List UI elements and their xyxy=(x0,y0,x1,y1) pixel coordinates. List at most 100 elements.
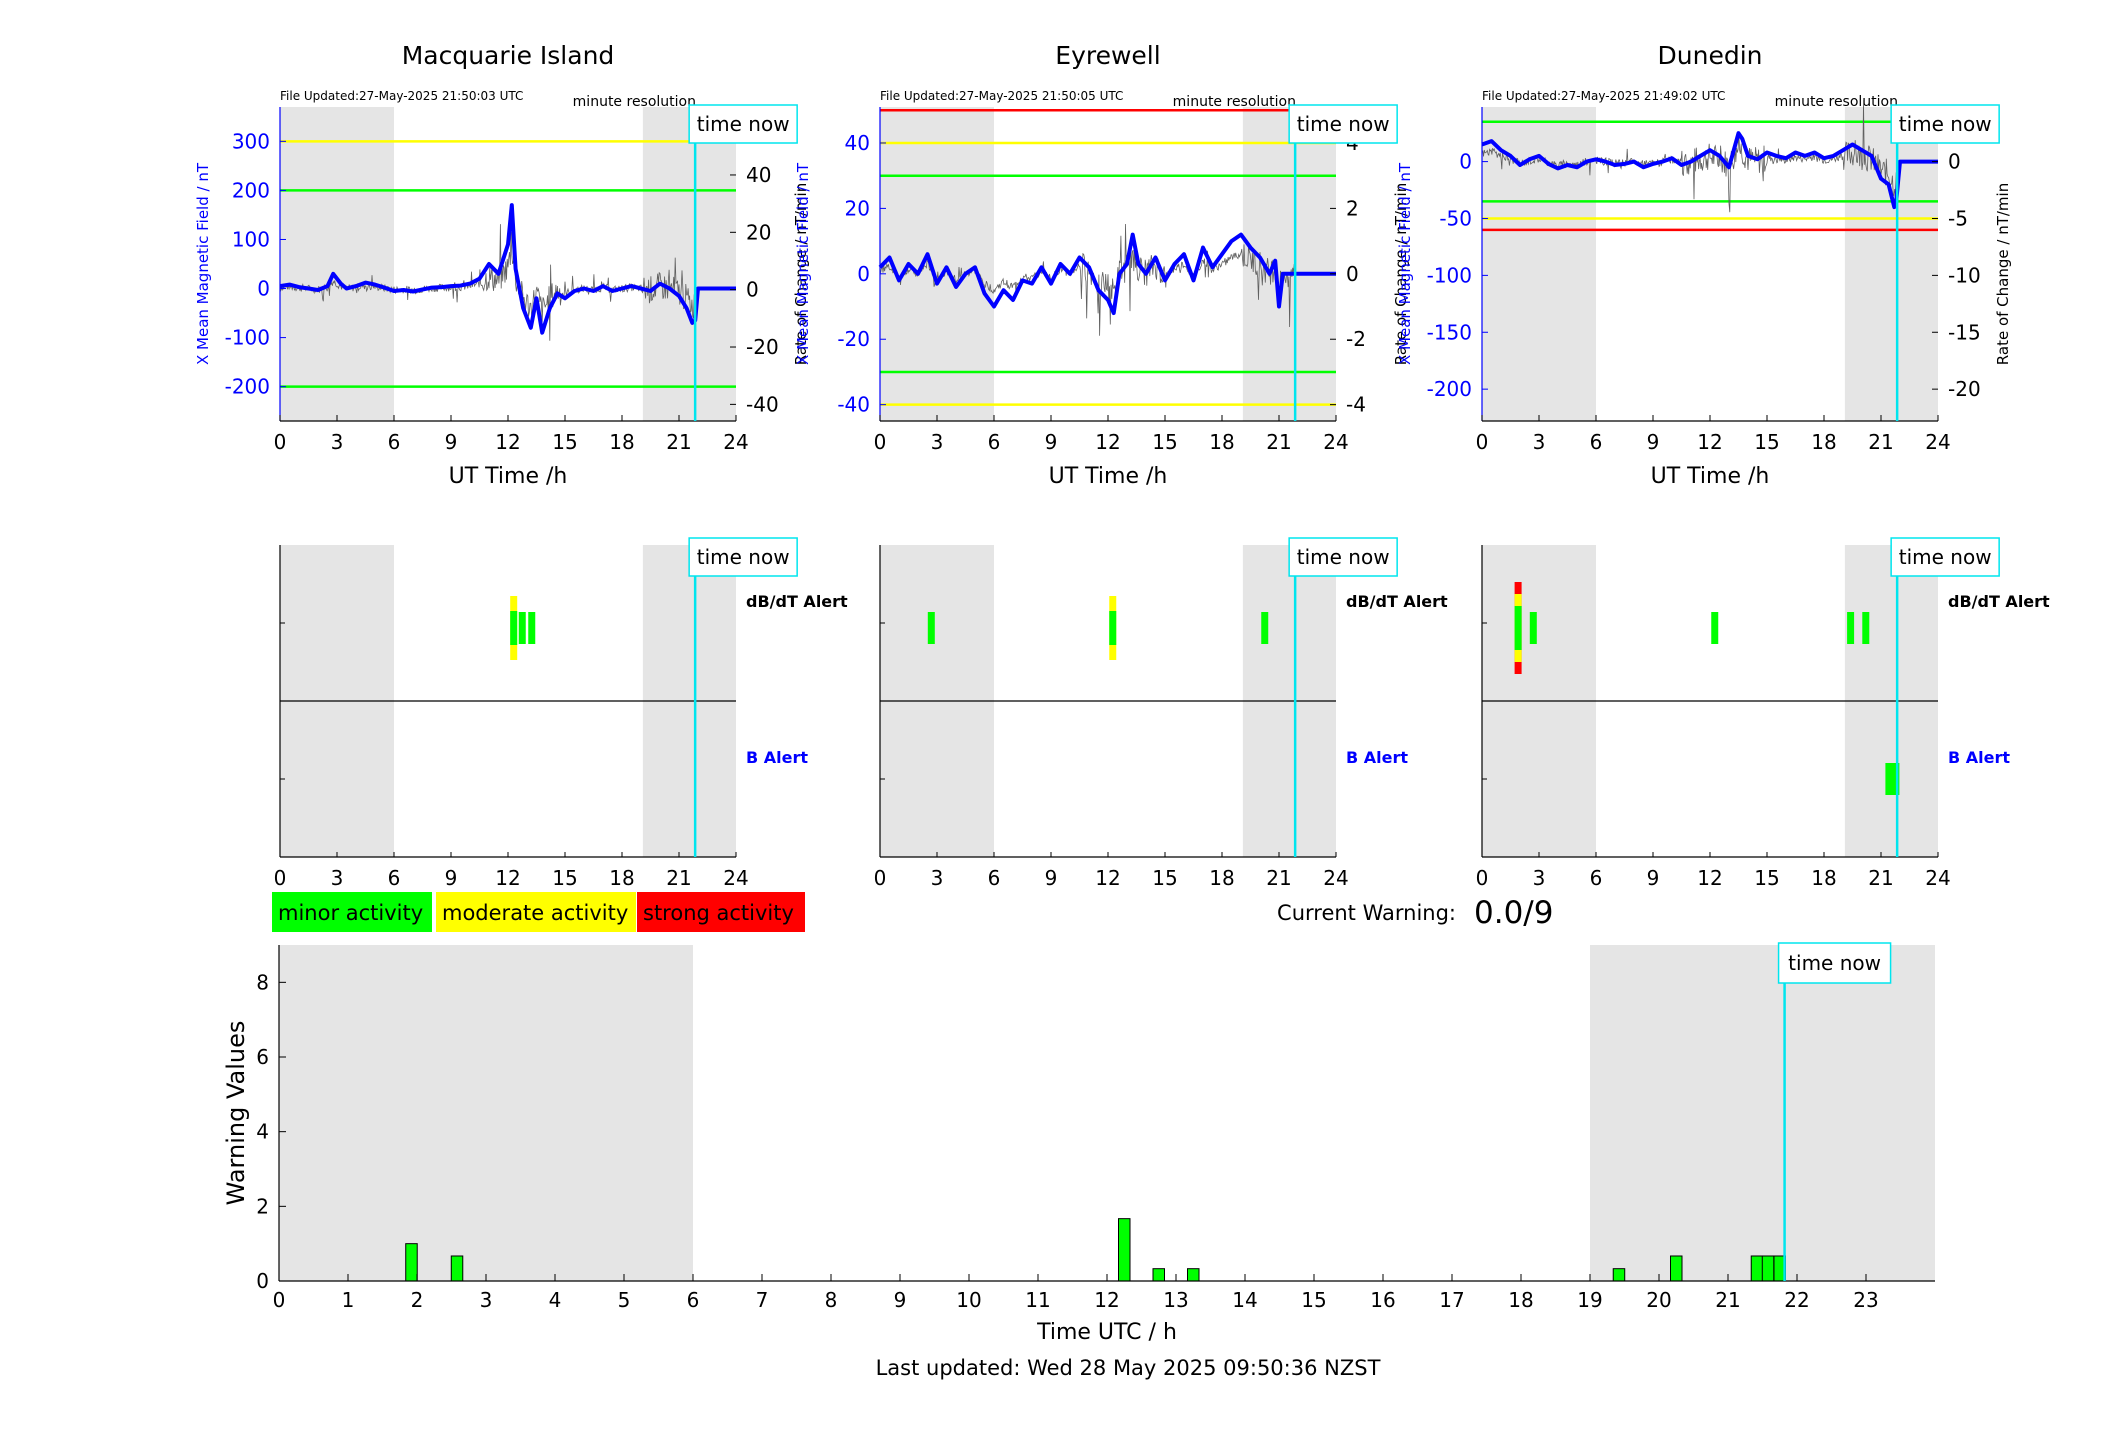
right-tick-label: 20 xyxy=(746,220,771,244)
alert-x-tick-label: 21 xyxy=(1266,866,1291,890)
alert-time-now-box xyxy=(1288,537,1398,577)
warning-bar-5 xyxy=(1612,1268,1626,1282)
x-tick-label: 6 xyxy=(1590,430,1603,454)
warning-x-tick-label: 23 xyxy=(1853,1288,1878,1312)
warning-x-tick-label: 6 xyxy=(687,1288,700,1312)
alert-x-tick-label: 6 xyxy=(388,866,401,890)
alert-x-tick-label: 0 xyxy=(1476,866,1489,890)
right-tick-label: -2 xyxy=(1346,327,1366,351)
alert-x-tick-label: 9 xyxy=(1647,866,1660,890)
night-shade-band xyxy=(880,107,994,421)
night-shade-band xyxy=(1844,107,1938,421)
left-axis-label: X Mean Magnetic Field / nT xyxy=(1396,162,1414,365)
x-axis-label: UT Time /h xyxy=(1651,464,1770,489)
warning-x-tick-label: 10 xyxy=(956,1288,981,1312)
station-dunedin: Dunedin File Updated:27-May-2025 21:49:02… xyxy=(1396,41,2050,890)
time-now-box xyxy=(1288,104,1398,144)
warning-time-now-box xyxy=(1777,942,1892,984)
night-shade-band xyxy=(280,107,394,421)
dbdt-alert-label: dB/dT Alert xyxy=(1948,592,2050,611)
left-tick-label: 20 xyxy=(845,196,870,220)
x-tick-label: 12 xyxy=(495,430,520,454)
x-tick-label: 6 xyxy=(988,430,1001,454)
warning-bar-4 xyxy=(1187,1268,1200,1282)
legend-label-1: moderate activity xyxy=(442,901,628,925)
station-macquarie-island: Macquarie Island File Updated:27-May-2025… xyxy=(194,41,848,890)
left-tick-label: -150 xyxy=(1427,320,1472,344)
legend-label-0: minor activity xyxy=(278,901,423,925)
warning-x-tick-label: 0 xyxy=(273,1288,286,1312)
warning-x-tick-label: 2 xyxy=(411,1288,424,1312)
alert-x-tick-label: 18 xyxy=(609,866,634,890)
dbdt-alert-label: dB/dT Alert xyxy=(1346,592,1448,611)
warning-bar-2 xyxy=(1118,1218,1131,1282)
left-tick-label: -50 xyxy=(1439,206,1472,230)
alert-time-now-label: time now xyxy=(697,545,790,569)
station-eyrewell: Eyrewell File Updated:27-May-2025 21:50:0… xyxy=(794,41,1448,890)
time-now-box xyxy=(688,104,798,144)
x-tick-label: 0 xyxy=(1476,430,1489,454)
x-tick-label: 21 xyxy=(666,430,691,454)
current-warning-value: 0.0/9 xyxy=(1474,895,1553,931)
warning-x-tick-label: 17 xyxy=(1439,1288,1464,1312)
alert-x-tick-label: 24 xyxy=(723,866,748,890)
file-updated-text: File Updated:27-May-2025 21:50:03 UTC xyxy=(280,89,523,103)
dbdt-alert-bar xyxy=(528,612,536,644)
x-tick-label: 18 xyxy=(609,430,634,454)
warning-x-tick-label: 8 xyxy=(825,1288,838,1312)
right-axis-label: Rate of Change / nT/min xyxy=(1994,183,2012,365)
x-tick-label: 3 xyxy=(931,430,944,454)
dbdt-alert-bar xyxy=(518,612,526,644)
x-tick-label: 3 xyxy=(331,430,344,454)
mean-field-line xyxy=(878,232,1336,316)
warning-x-tick-label: 15 xyxy=(1301,1288,1326,1312)
dbdt-alert-bar xyxy=(927,612,935,644)
alert-x-tick-label: 6 xyxy=(988,866,1001,890)
x-tick-label: 9 xyxy=(1647,430,1660,454)
x-tick-label: 18 xyxy=(1811,430,1836,454)
x-tick-label: 9 xyxy=(445,430,458,454)
alert-x-tick-label: 0 xyxy=(274,866,287,890)
warning-x-tick-label: 11 xyxy=(1025,1288,1050,1312)
left-tick-label: -100 xyxy=(1427,263,1472,287)
left-tick-label: 40 xyxy=(845,131,870,155)
alert-x-tick-label: 12 xyxy=(495,866,520,890)
x-tick-label: 0 xyxy=(874,430,887,454)
left-tick-label: 0 xyxy=(257,277,270,301)
left-axis-label: X Mean Magnetic Field / nT xyxy=(194,162,212,365)
alert-x-tick-label: 12 xyxy=(1095,866,1120,890)
alert-x-tick-label: 21 xyxy=(666,866,691,890)
resolution-text: minute resolution xyxy=(1775,94,1898,110)
x-tick-label: 24 xyxy=(723,430,748,454)
left-tick-label: -200 xyxy=(1427,377,1472,401)
warning-bar-6 xyxy=(1670,1255,1683,1282)
night-shade-band xyxy=(1242,107,1336,421)
warning-x-tick-label: 18 xyxy=(1508,1288,1533,1312)
right-tick-label: -20 xyxy=(1948,377,1981,401)
x-tick-label: 0 xyxy=(274,430,287,454)
station-title: Eyrewell xyxy=(1055,41,1160,70)
x-tick-label: 18 xyxy=(1209,430,1234,454)
resolution-text: minute resolution xyxy=(573,94,696,110)
right-tick-label: -20 xyxy=(746,335,779,359)
left-tick-label: 200 xyxy=(232,178,270,202)
alert-x-tick-label: 0 xyxy=(874,866,887,890)
left-tick-label: -40 xyxy=(837,393,870,417)
alert-x-tick-label: 3 xyxy=(1533,866,1546,890)
right-tick-label: 0 xyxy=(746,278,759,302)
time-now-label: time now xyxy=(1899,112,1992,136)
alert-x-tick-label: 15 xyxy=(1754,866,1779,890)
legend-swatch-1 xyxy=(436,892,636,932)
dbdt-alert-bar xyxy=(1847,612,1855,644)
x-tick-label: 3 xyxy=(1533,430,1546,454)
x-tick-label: 12 xyxy=(1697,430,1722,454)
x-tick-label: 6 xyxy=(388,430,401,454)
b-alert-label: B Alert xyxy=(1948,748,2010,767)
warning-night-shade xyxy=(279,945,693,1281)
right-tick-label: -5 xyxy=(1948,206,1968,230)
right-tick-label: -10 xyxy=(1948,263,1981,287)
dbdt-alert-bar xyxy=(1711,612,1719,644)
activity-legend: minor activity moderate activity strong ac… xyxy=(272,892,805,932)
alert-x-tick-label: 9 xyxy=(445,866,458,890)
